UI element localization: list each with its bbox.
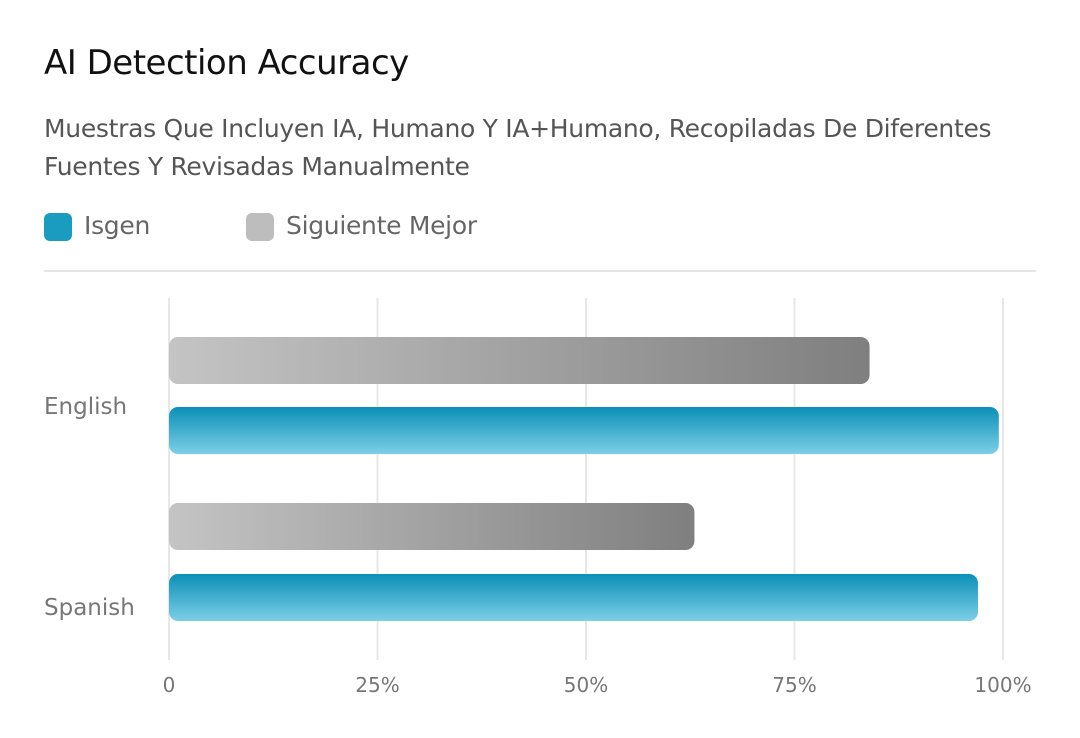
legend-label-isgen: Isgen xyxy=(84,211,150,240)
chart-title: AI Detection Accuracy xyxy=(44,43,409,83)
category-labels: English Spanish xyxy=(44,394,135,621)
bar-spanish-siguiente-mejor xyxy=(169,503,695,550)
tick-label-3: 75% xyxy=(772,673,816,697)
legend-swatch-isgen xyxy=(44,213,72,241)
legend-label-siguiente-mejor: Siguiente Mejor xyxy=(286,211,477,240)
tick-label-2: 50% xyxy=(564,673,608,697)
chart-subtitle: Muestras Que Incluyen IA, Humano Y IA+Hu… xyxy=(44,114,992,181)
bars xyxy=(169,337,999,621)
bar-spanish-isgen xyxy=(169,574,978,621)
tick-label-4: 100% xyxy=(974,673,1031,697)
category-label-english: English xyxy=(44,394,127,420)
category-label-spanish: Spanish xyxy=(44,595,135,621)
bar-english-siguiente-mejor xyxy=(169,337,870,384)
legend-swatch-siguiente-mejor xyxy=(246,213,274,241)
bar-english-isgen xyxy=(169,407,999,454)
x-axis-ticks: 0 25% 50% 75% 100% xyxy=(163,673,1032,697)
tick-label-0: 0 xyxy=(163,673,176,697)
tick-label-1: 25% xyxy=(355,673,399,697)
legend-divider xyxy=(44,270,1036,272)
